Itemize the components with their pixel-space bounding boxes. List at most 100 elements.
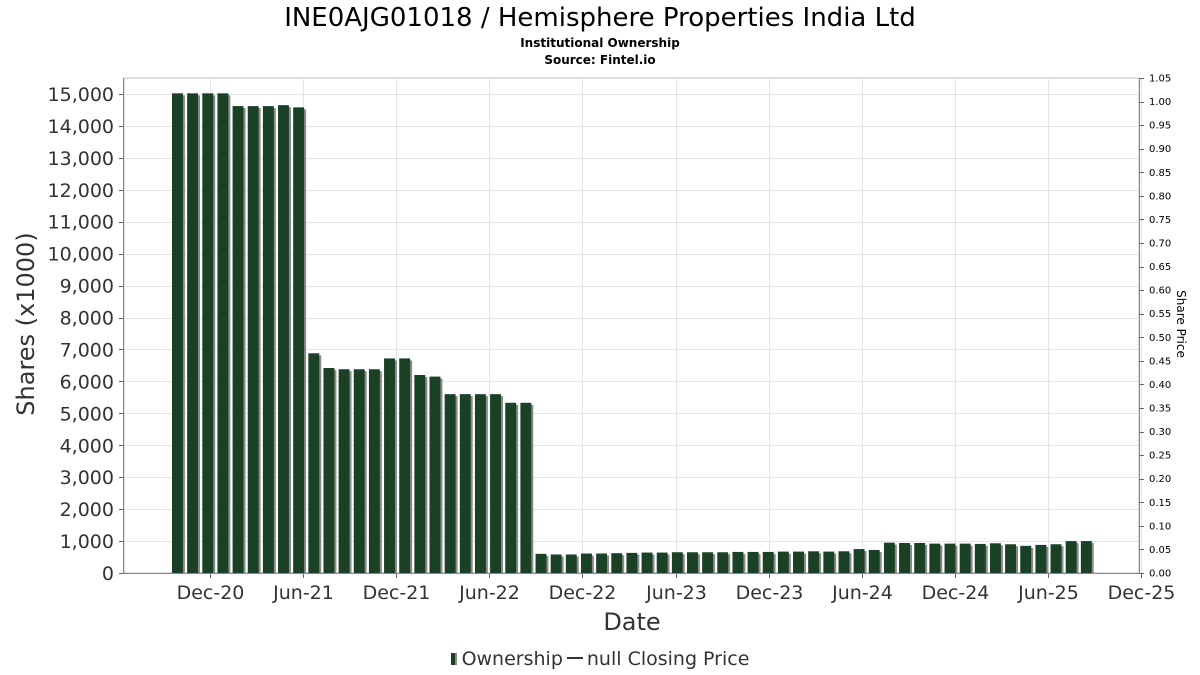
y-tick-label: 4,000 [60, 435, 114, 457]
ownership-bar [217, 93, 229, 573]
ownership-bar [596, 553, 608, 573]
ownership-bar [899, 542, 910, 573]
ownership-bar [747, 551, 759, 573]
ownership-swatch-icon [450, 653, 457, 665]
legend-price-label: null Closing Price [586, 648, 750, 670]
ownership-bar [490, 394, 502, 573]
legend-ownership-label: Ownership [461, 648, 563, 670]
y-tick-label: 6,000 [60, 371, 114, 393]
y-tick-label: 3,000 [60, 467, 114, 489]
ownership-bar [702, 552, 714, 573]
y2-tick-label: 0.55 [1149, 309, 1171, 320]
x-tick-label: Dec-20 [177, 582, 245, 604]
chart-source: Source: Fintel.io [544, 53, 656, 67]
ownership-bar [550, 554, 562, 573]
ownership-bar [474, 394, 486, 573]
ownership-bar [853, 549, 865, 573]
ownership-bar [505, 402, 517, 573]
x-tick-label: Jun-21 [272, 582, 334, 604]
ownership-bar [565, 554, 577, 573]
ownership-bar [172, 93, 183, 573]
y2-tick-label: 0.25 [1149, 451, 1171, 462]
chart-subtitle: Institutional Ownership [520, 36, 680, 50]
x-tick-label: Dec-21 [363, 582, 431, 604]
y-tick-label: 2,000 [60, 499, 114, 521]
x-tick-label: Dec-24 [922, 582, 990, 604]
price-line-swatch-icon [566, 657, 583, 659]
ownership-bar [247, 106, 259, 573]
ownership-bar [384, 358, 395, 573]
y2-tick-label: 1.05 [1149, 74, 1171, 85]
y-tick-label: 1,000 [60, 531, 114, 553]
ownership-bar [535, 553, 547, 573]
y2-tick-label: 0.00 [1149, 569, 1171, 580]
ownership-bar [1080, 541, 1092, 573]
y2-tick-label: 0.35 [1149, 404, 1171, 415]
ownership-bar [262, 106, 274, 573]
ownership-bar [974, 543, 986, 573]
x-tick-label: Jun-25 [1017, 582, 1079, 604]
ownership-bar [338, 369, 350, 573]
ownership-chart: 0 1,000 2,000 3,000 4,000 5,000 6,000 7,000 8,00… [12, 74, 1188, 637]
y2-tick-label: 0.50 [1149, 333, 1171, 344]
ownership-bar [520, 402, 532, 573]
ownership-bar [687, 552, 698, 573]
ownership-bar [293, 107, 305, 573]
y2-tick-label: 0.15 [1149, 498, 1171, 509]
ownership-bar [444, 394, 456, 573]
x-tick-label: Jun-23 [645, 582, 707, 604]
y2-tick-label: 0.20 [1149, 474, 1171, 485]
y2-axis-title: Share Price [1174, 290, 1188, 358]
ownership-bar [671, 552, 683, 573]
y-tick-label: 5,000 [60, 403, 114, 425]
y2-tick-label: 0.95 [1149, 121, 1171, 132]
ownership-bar [353, 369, 365, 573]
ownership-bar [626, 552, 638, 573]
y2-tick-label: 0.45 [1149, 356, 1171, 367]
ownership-bar [611, 553, 623, 573]
y2-tick-label: 0.85 [1149, 168, 1171, 179]
y2-tick-label: 0.70 [1149, 239, 1171, 250]
y2-tick-label: 0.90 [1149, 144, 1171, 155]
ownership-bar [883, 542, 895, 573]
y2-tick-label: 0.30 [1149, 427, 1171, 438]
ownership-bar [187, 93, 199, 573]
y2-tick-label: 0.60 [1149, 286, 1171, 297]
x-tick-label: Dec-22 [549, 582, 617, 604]
ownership-bar [323, 367, 335, 573]
ownership-bar [1065, 541, 1077, 573]
y-tick-label: 10,000 [48, 244, 114, 266]
x-tick-labels: Dec-20 Jun-21 Dec-21 Jun-22 Dec-22 Jun-23 Dec-… [177, 582, 1176, 604]
ownership-bar [641, 552, 653, 573]
x-tick-label: Dec-25 [1108, 582, 1176, 604]
y2-tick-label: 0.10 [1149, 521, 1171, 532]
ownership-bar [868, 550, 880, 573]
ownership-bar [717, 552, 729, 573]
y-tick-label: 0 [102, 563, 114, 585]
ownership-bar [914, 542, 926, 573]
ownership-bar [414, 375, 426, 573]
x-axis-title: Date [603, 608, 660, 636]
y-tick-label: 11,000 [48, 212, 114, 234]
ownership-bar [1020, 545, 1032, 573]
y2-tick-label: 0.65 [1149, 262, 1171, 273]
ownership-bar [368, 369, 380, 573]
y2-tick-label: 0.40 [1149, 380, 1171, 391]
ownership-bar [793, 551, 804, 573]
ownership-bar [732, 551, 744, 573]
ownership-bar [1005, 544, 1017, 573]
ownership-bar [838, 551, 850, 573]
y-tick-label: 13,000 [48, 148, 114, 170]
ownership-bar [202, 93, 214, 573]
ownership-bar [989, 543, 1001, 573]
y-tick-label: 7,000 [60, 339, 114, 361]
axes [119, 78, 1144, 578]
ownership-bar [944, 543, 956, 573]
y-tick-label: 14,000 [48, 116, 114, 138]
ownership-bar [656, 552, 668, 573]
ownership-bar [762, 551, 774, 573]
y2-tick-labels: 0.00 0.05 0.10 0.15 0.20 0.25 0.30 0.35 0.40 0.45… [1149, 74, 1171, 580]
ownership-bar [232, 106, 244, 573]
ownership-bar [580, 553, 592, 573]
y2-tick-label: 0.75 [1149, 215, 1171, 226]
